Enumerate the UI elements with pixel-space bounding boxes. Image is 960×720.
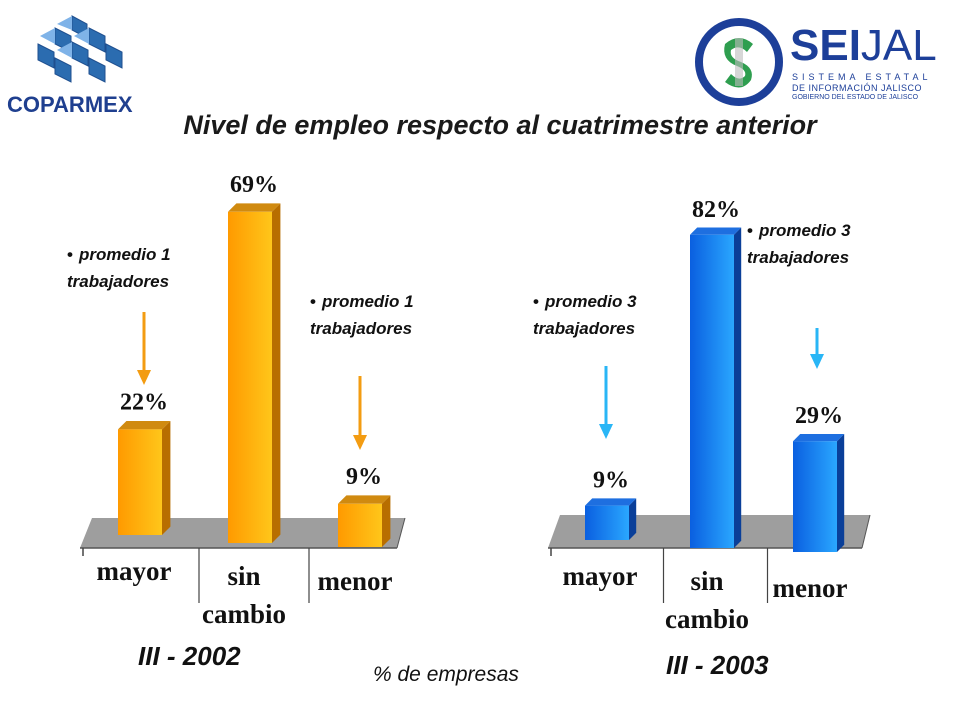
category-label-menor: menor <box>773 573 848 603</box>
note-right-mayor-line2: trabajadores <box>533 319 636 338</box>
bar-sin-cambio <box>228 211 272 544</box>
note-right-menor-line2: trabajadores <box>747 248 850 267</box>
chart-2002: 22% mayor 69% sin cambio 9% menor <box>80 172 406 629</box>
seijal-logo: SEIJAL SISTEMA ESTATAL DE INFORMACIÓN JA… <box>695 18 945 108</box>
arrow-left-mayor <box>137 312 151 385</box>
note-left-menor-line2: trabajadores <box>310 319 413 338</box>
bar-side-mayor <box>162 421 171 535</box>
bar-top-menor <box>793 434 845 442</box>
seijal-emblem-icon <box>695 18 783 106</box>
category-label-sin-cambio: cambio <box>202 599 286 629</box>
category-label-mayor: mayor <box>563 561 638 591</box>
bar-side-menor <box>382 495 391 547</box>
note-right-menor-line1: promedio 3 <box>758 221 851 240</box>
bar-top-menor <box>338 495 391 504</box>
seijal-name-bold: SEI <box>790 21 861 70</box>
bar-side-menor <box>837 434 845 552</box>
data-label-sin-cambio: 69% <box>230 172 278 198</box>
note-right-mayor-line1: promedio 3 <box>544 292 637 311</box>
bar-side-sin-cambio <box>272 203 281 543</box>
seijal-line3: GOBIERNO DEL ESTADO DE JALISCO <box>792 94 919 101</box>
arrow-left-menor <box>353 376 367 450</box>
period-label-2002: III - 2002 <box>138 641 241 671</box>
bar-menor <box>793 441 837 552</box>
seijal-line2: DE INFORMACIÓN JALISCO <box>792 83 923 93</box>
bar-top-mayor <box>585 498 637 506</box>
category-label-sin-cambio: cambio <box>665 604 749 634</box>
data-label-mayor: 9% <box>593 468 629 494</box>
data-label-mayor: 22% <box>120 389 168 415</box>
chart-floor-edge <box>861 514 871 549</box>
category-label-menor: menor <box>318 566 393 596</box>
coparmex-logo: COPARMEX <box>5 12 140 122</box>
data-label-menor: 9% <box>346 464 382 490</box>
seijal-name-light: JAL <box>860 21 937 70</box>
bar-top-sin-cambio <box>690 227 742 235</box>
bar-menor <box>338 503 382 547</box>
category-label-mayor: mayor <box>97 556 172 586</box>
category-label-sin-cambio: sin <box>227 561 260 591</box>
bar-top-mayor <box>118 421 171 430</box>
seijal-wordmark: SEIJAL <box>790 24 937 78</box>
chart-2003: 9% mayor 82% sin cambio 29% menor <box>548 197 871 634</box>
arrow-right-menor <box>810 328 824 369</box>
bar-mayor <box>118 429 162 535</box>
bar-top-sin-cambio <box>228 203 281 212</box>
bar-side-sin-cambio <box>734 227 742 548</box>
bar-side-mayor <box>629 498 637 540</box>
data-label-sin-cambio: 82% <box>692 197 740 223</box>
note-left-mayor: • promedio 1 trabajadores <box>67 241 171 295</box>
data-label-menor: 29% <box>795 403 843 429</box>
note-right-menor: • promedio 3 trabajadores <box>747 217 851 271</box>
note-left-mayor-line2: trabajadores <box>67 272 170 291</box>
bar-mayor <box>585 505 629 540</box>
note-left-menor-line1: promedio 1 <box>321 292 414 311</box>
arrow-right-mayor <box>599 366 613 439</box>
category-label-sin-cambio: sin <box>690 566 723 596</box>
note-left-menor: • promedio 1 trabajadores <box>310 288 414 342</box>
seijal-line1: SISTEMA ESTATAL <box>792 72 932 82</box>
note-left-mayor-line1: promedio 1 <box>78 245 171 264</box>
chart-floor-edge <box>396 517 406 549</box>
note-right-mayor: • promedio 3 trabajadores <box>533 288 637 342</box>
units-label: % de empresas <box>373 663 519 686</box>
bar-sin-cambio <box>690 234 734 548</box>
coparmex-name: COPARMEX <box>7 92 133 117</box>
coparmex-emblem-icon <box>37 15 123 83</box>
slide-title: Nivel de empleo respecto al cuatrimestre… <box>183 110 817 140</box>
period-label-2003: III - 2003 <box>666 650 769 680</box>
